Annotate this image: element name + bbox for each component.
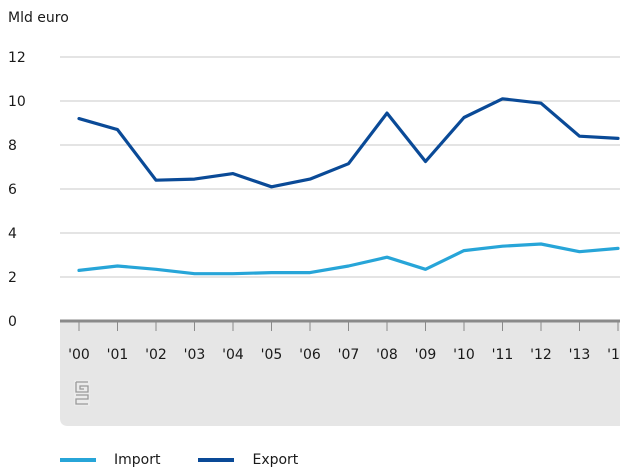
x-tick-label: '07	[338, 347, 360, 363]
x-tick-label: '03	[184, 347, 206, 363]
y-axis-unit-label: Mld euro	[8, 10, 69, 26]
legend-item-import: Import	[60, 452, 160, 468]
y-tick-labels: 0 2 4 6 8 10 12	[8, 50, 26, 330]
x-tick-label: '02	[145, 347, 167, 363]
legend: Import Export	[60, 452, 336, 468]
x-tick-label: '10	[453, 347, 475, 363]
legend-swatch-import	[60, 458, 96, 462]
x-tick-label: '14	[607, 347, 620, 363]
legend-item-export: Export	[198, 452, 298, 468]
x-tick-label: '05	[261, 347, 283, 363]
series-line-export	[77, 97, 620, 189]
x-tick-label: '09	[415, 347, 437, 363]
x-tick-label: '01	[107, 347, 129, 363]
x-tick-label: '08	[376, 347, 398, 363]
x-tick-label: '12	[530, 347, 552, 363]
cbs-logo-icon	[74, 380, 90, 406]
legend-swatch-export	[198, 458, 235, 462]
series-line-import	[77, 242, 620, 276]
y-tick-label: 12	[8, 50, 26, 66]
x-axis-band	[60, 320, 620, 426]
y-tick-label: 10	[8, 94, 26, 110]
y-tick-label: 0	[8, 314, 17, 330]
x-ticks: '00 '01 '02 '03 '04 '05 '06 '07 '08 '09 '10 '11 '12 '…	[68, 321, 620, 363]
y-tick-label: 6	[8, 182, 17, 198]
line-chart: 0 2 4 6 8 10 12 '00 '01 '02 '03 '04 '05 '06 '07 '08 '09…	[8, 50, 620, 426]
x-tick-label: '04	[222, 347, 244, 363]
x-tick-label: '11	[492, 347, 514, 363]
x-tick-label: '06	[299, 347, 321, 363]
x-tick-label: '13	[569, 347, 591, 363]
x-tick-label: '00	[68, 347, 90, 363]
y-tick-label: 8	[8, 138, 17, 154]
legend-label-export: Export	[252, 452, 299, 468]
y-tick-label: 4	[8, 226, 17, 242]
series-lines	[77, 97, 620, 276]
y-tick-label: 2	[8, 270, 17, 286]
legend-label-import: Import	[114, 452, 161, 468]
